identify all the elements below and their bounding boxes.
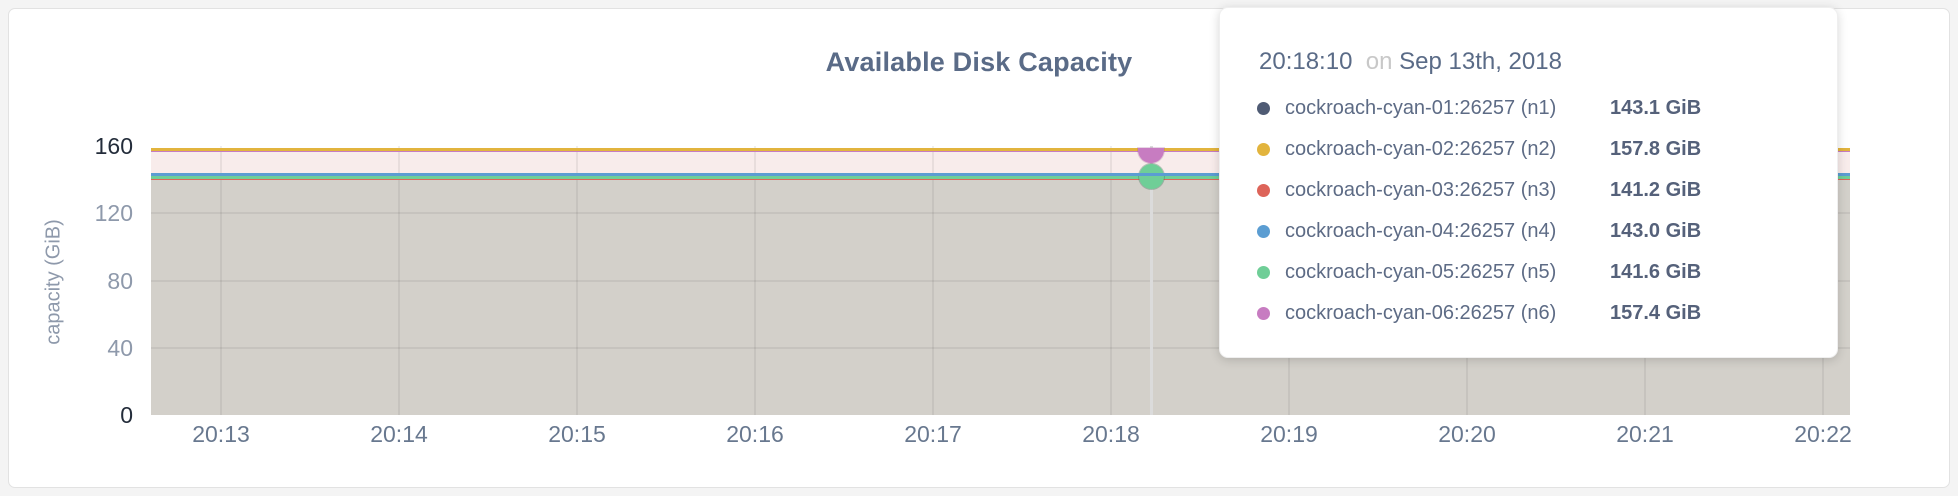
tooltip-row: cockroach-cyan-01:26257 (n1) 143.1 GiB: [1220, 88, 1837, 129]
tooltip-row: cockroach-cyan-06:26257 (n6) 157.4 GiB: [1220, 293, 1837, 334]
series-color-dot-icon: [1257, 266, 1270, 279]
v-gridline: [754, 146, 756, 415]
series-color-dot-icon: [1257, 102, 1270, 115]
v-gridline: [220, 146, 222, 415]
tooltip-series-label: cockroach-cyan-03:26257 (n3): [1285, 179, 1557, 201]
tooltip-series-label: cockroach-cyan-02:26257 (n2): [1285, 138, 1557, 160]
hover-tooltip: 20:18:10 on Sep 13th, 2018 cockroach-cya…: [1219, 7, 1838, 358]
v-gridline: [398, 146, 400, 415]
tooltip-conjunction: [1359, 48, 1366, 75]
tooltip-series-value: 143.1 GiB: [1610, 97, 1702, 119]
tooltip-series-label: cockroach-cyan-01:26257 (n1): [1285, 97, 1557, 119]
series-line-n4: [151, 172, 1850, 177]
tooltip-series-value: 143.0 GiB: [1610, 220, 1702, 242]
tooltip-series-value: 141.2 GiB: [1610, 179, 1702, 201]
v-gridline: [576, 146, 578, 415]
x-tick-label: 20:14: [370, 421, 428, 447]
y-tick-label: 40: [107, 334, 133, 361]
h-gridline: [151, 346, 1850, 349]
tooltip-date: Sep 13th, 2018: [1399, 48, 1562, 75]
x-tick-label: 20:15: [548, 421, 606, 447]
y-tick-label: 160: [94, 133, 133, 159]
tooltip-series-label: cockroach-cyan-05:26257 (n5): [1285, 261, 1557, 283]
hover-crosshair-line: [1149, 146, 1153, 415]
series-line-n2: [151, 148, 1850, 152]
x-tick-label: 20:17: [904, 421, 962, 447]
x-tick-label: 20:19: [1260, 421, 1318, 447]
series-color-dot-icon: [1257, 184, 1270, 197]
tooltip-rows: cockroach-cyan-01:26257 (n1) 143.1 GiB coc…: [1220, 88, 1837, 334]
tooltip-row: cockroach-cyan-05:26257 (n5) 141.6 GiB: [1220, 252, 1837, 293]
tooltip-series-value: 157.4 GiB: [1610, 302, 1702, 324]
tooltip-header: 20:18:10 on Sep 13th, 2018: [1259, 46, 1837, 78]
tooltip-series-value: 141.6 GiB: [1610, 261, 1702, 283]
tooltip-row: cockroach-cyan-03:26257 (n3) 141.2 GiB: [1220, 170, 1837, 211]
series-color-dot-icon: [1257, 307, 1270, 320]
x-tick-label: 20:18: [1082, 421, 1140, 447]
tooltip-series-value: 157.8 GiB: [1610, 138, 1702, 160]
series-color-dot-icon: [1257, 143, 1270, 156]
chart-card: Available Disk Capacity capacity (GiB) 1…: [8, 7, 1950, 488]
h-gridline: [151, 279, 1850, 282]
series-line-n5: [151, 175, 1850, 179]
x-tick-label: 20:13: [192, 421, 250, 447]
tooltip-row: cockroach-cyan-04:26257 (n4) 143.0 GiB: [1220, 211, 1837, 252]
x-tick-label: 20:16: [726, 421, 784, 447]
hover-marker-n5: [1138, 164, 1164, 190]
hover-marker-n6: [1138, 148, 1164, 164]
x-tick-label: 20:20: [1438, 421, 1496, 447]
y-tick-label: 120: [94, 200, 133, 227]
series-color-dot-icon: [1257, 225, 1270, 238]
v-gridline: [932, 146, 934, 415]
y-tick-label: 80: [107, 267, 133, 294]
tooltip-time: 20:18:10: [1259, 48, 1353, 75]
x-tick-label: 20:22: [1794, 421, 1852, 447]
y-tick-label: 0: [120, 402, 133, 428]
chart-title: Available Disk Capacity: [825, 47, 1133, 77]
tooltip-series-label: cockroach-cyan-04:26257 (n4): [1285, 220, 1557, 242]
h-gridline: [151, 212, 1850, 215]
v-gridline: [1110, 146, 1112, 415]
tooltip-on-word: on: [1365, 48, 1393, 75]
x-tick-label: 20:21: [1616, 421, 1674, 447]
tooltip-row: cockroach-cyan-02:26257 (n2) 157.8 GiB: [1220, 129, 1837, 170]
tooltip-series-label: cockroach-cyan-06:26257 (n6): [1285, 302, 1557, 324]
